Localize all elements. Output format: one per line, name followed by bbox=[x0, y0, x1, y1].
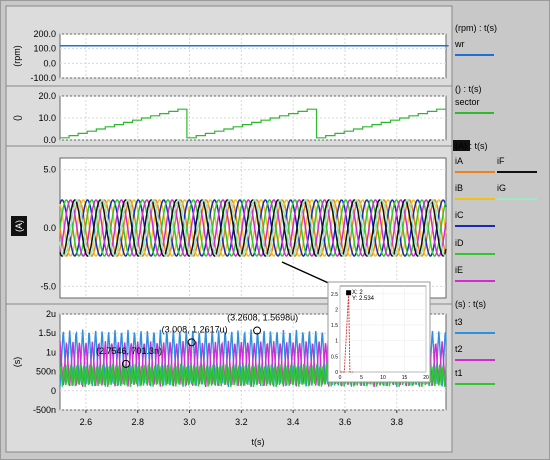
times-annotations: (2.7546, 701.3n) (3.008, 1.2617u)(3.2608,… bbox=[96, 313, 298, 368]
speed-series-group bbox=[60, 33, 449, 79]
legend-label-sector: sector bbox=[455, 97, 480, 107]
times-ytick-label: 500n bbox=[36, 367, 56, 377]
legend-label-iA: iA bbox=[455, 156, 463, 166]
inset-xtick-label: 5 bbox=[360, 375, 363, 381]
series-iD bbox=[59, 199, 447, 257]
legend-label-iG: iG bbox=[497, 183, 506, 193]
annotation-label: (2.7546, 701.3n) bbox=[96, 346, 162, 356]
times-legend: t3 t2 t1 bbox=[455, 317, 495, 385]
sector-ylabel: () bbox=[12, 115, 22, 121]
currents-legend-title: (A) : t(s) bbox=[455, 141, 488, 151]
legend-label-t2: t2 bbox=[455, 344, 463, 354]
legend-label-iB: iB bbox=[455, 183, 463, 193]
inset-marker bbox=[346, 290, 352, 296]
speed-ytick-label: 0.0 bbox=[43, 58, 56, 68]
times-ytick-label: 1.5u bbox=[38, 328, 56, 338]
currents-ylabel-box bbox=[11, 216, 27, 236]
inset-ytick-label: 1.5 bbox=[331, 323, 338, 329]
x-tick-label: 3.4 bbox=[287, 417, 300, 427]
speed-ytick-label: -100.0 bbox=[30, 73, 56, 83]
sector-ytick-label: 20.0 bbox=[38, 91, 56, 101]
inset-ytick-label: 2 bbox=[335, 307, 338, 313]
annotation-label: (3.008, 1.2617u) bbox=[162, 324, 228, 334]
sector-yticks: 20.0 10.0 0.0 bbox=[38, 91, 56, 145]
legend-label-wr: wr bbox=[454, 39, 465, 49]
inset-xtick-label: 15 bbox=[402, 375, 408, 381]
times-ytick-label: -500n bbox=[33, 405, 56, 415]
x-tick-label: 3.6 bbox=[339, 417, 352, 427]
x-tick-label: 3.0 bbox=[183, 417, 196, 427]
x-tick-label: 3.8 bbox=[391, 417, 404, 427]
times-ytick-label: 1u bbox=[46, 347, 56, 357]
inset-label-y: Y: 2.534 bbox=[352, 296, 375, 302]
speed-yticks: 200.0 100.0 0.0 -100.0 bbox=[30, 29, 56, 83]
annotation-label: (3.2608, 1.5698u) bbox=[227, 313, 298, 323]
speed-ytick-label: 100.0 bbox=[33, 44, 56, 54]
x-axis-ticks: 2.6 2.8 3.0 3.2 3.4 3.6 3.8 bbox=[80, 410, 403, 427]
legend-label-iD: iD bbox=[455, 238, 464, 248]
legend-label-t1: t1 bbox=[455, 368, 463, 378]
series-iF bbox=[59, 199, 447, 257]
sector-ytick-label: 0.0 bbox=[43, 135, 56, 145]
times-ylabel: (s) bbox=[12, 357, 22, 368]
currents-ytick-label: 0.0 bbox=[43, 223, 56, 233]
legend-label-iF: iF bbox=[497, 156, 505, 166]
inset-ytick-label: 0 bbox=[335, 370, 338, 376]
inset-xtick-label: 10 bbox=[380, 375, 386, 381]
sector-ytick-label: 10.0 bbox=[38, 113, 56, 123]
inset-label-x: X: 2 bbox=[352, 290, 363, 296]
speed-plot-area[interactable] bbox=[59, 33, 447, 79]
currents-ytick-label: -5.0 bbox=[40, 281, 56, 291]
x-tick-label: 2.8 bbox=[131, 417, 144, 427]
annotation-marker bbox=[121, 359, 130, 368]
inset-xtick-label: 0 bbox=[339, 375, 342, 381]
times-ytick-label: 2u bbox=[46, 309, 56, 319]
annotation-marker bbox=[253, 326, 262, 335]
times-legend-title: (s) : t(s) bbox=[455, 299, 486, 309]
inset-xtick-label: 20 bbox=[423, 375, 429, 381]
inset-ytick-label: 2.5 bbox=[331, 292, 338, 298]
times-yticks: 2u 1.5u 1u 500n 0 -500n bbox=[33, 309, 56, 415]
inset-content: 0 5 10 15 20 2.5 2 1.5 1 0.5 0 bbox=[331, 286, 429, 381]
speed-ylabel: (rpm) bbox=[12, 45, 22, 67]
legend-label-t3: t3 bbox=[455, 317, 463, 327]
times-ytick-label: 0 bbox=[51, 386, 56, 396]
legend-label-iC: iC bbox=[455, 210, 464, 220]
currents-series-group bbox=[59, 158, 447, 298]
currents-yticks: 5.0 0.0 -5.0 bbox=[40, 165, 56, 292]
series-sector bbox=[60, 108, 446, 139]
x-axis-label: t(s) bbox=[252, 437, 265, 447]
speed-legend-title: (rpm) : t(s) bbox=[455, 23, 497, 33]
sector-legend-title: () : t(s) bbox=[455, 84, 482, 94]
inset-ytick-label: 1 bbox=[335, 339, 338, 345]
inset-series bbox=[340, 292, 353, 373]
x-tick-label: 2.6 bbox=[80, 417, 93, 427]
currents-ylabel: (A) bbox=[14, 220, 24, 232]
x-tick-label: 3.2 bbox=[235, 417, 248, 427]
legend-label-iE: iE bbox=[455, 265, 463, 275]
legend-title-box bbox=[453, 140, 470, 151]
inset-ytick-label: 0.5 bbox=[331, 354, 338, 360]
series-iG bbox=[59, 199, 447, 257]
speed-ytick-label: 200.0 bbox=[33, 29, 56, 39]
sector-series-group bbox=[60, 95, 446, 141]
currents-legend: iA iB iC iD iE iF iG bbox=[455, 156, 537, 282]
annotation-marker bbox=[187, 338, 196, 347]
currents-ytick-label: 5.0 bbox=[43, 165, 56, 175]
